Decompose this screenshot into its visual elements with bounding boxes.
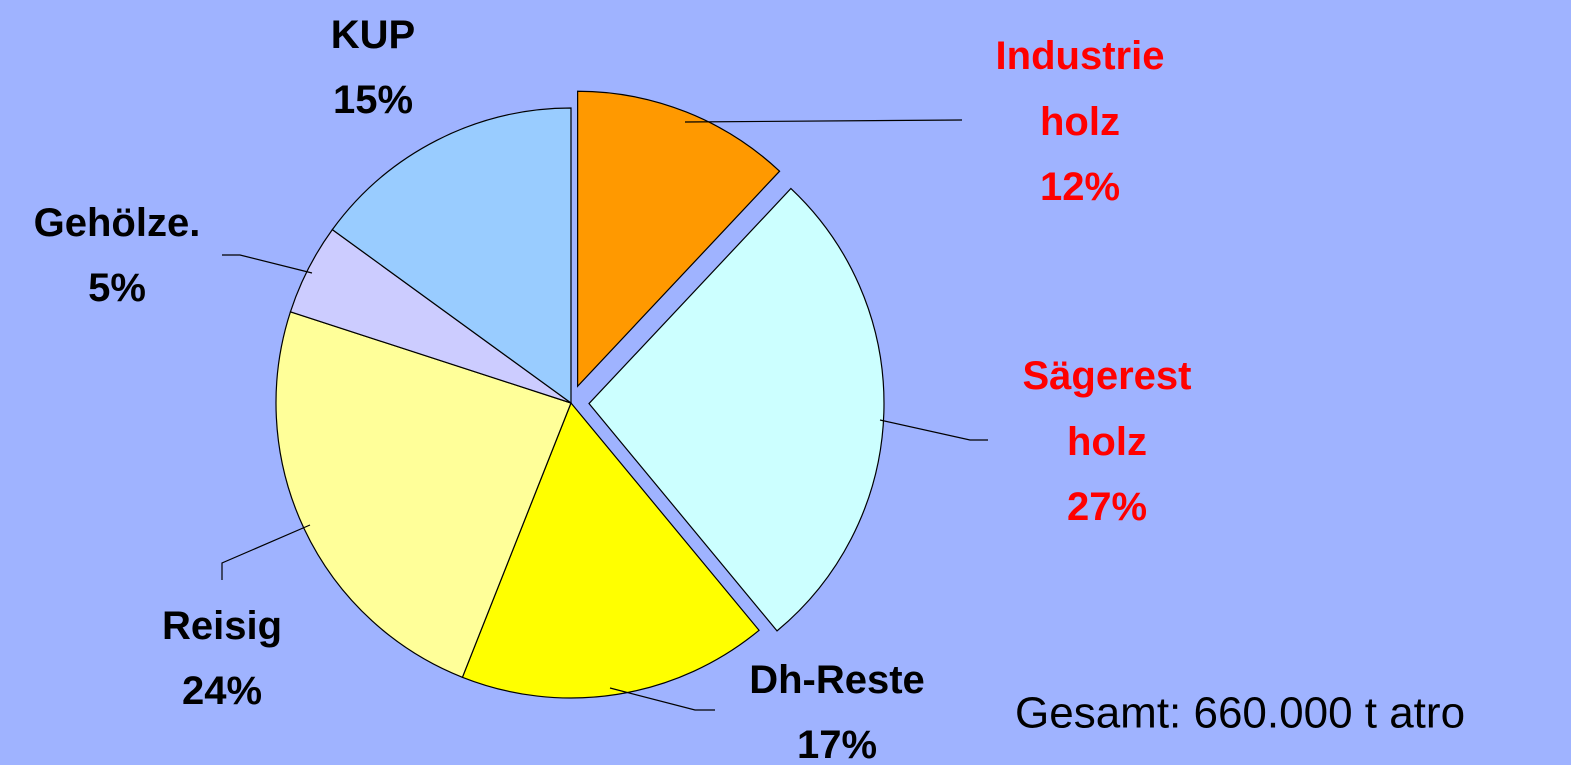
pie-slice: [577, 90, 781, 388]
slice-label: Dh-Reste 17%: [749, 658, 925, 765]
category-label: Dh-Reste: [749, 658, 925, 702]
value-label: 17%: [797, 723, 877, 765]
value-label: 12%: [1040, 165, 1120, 209]
pie-slice: [461, 401, 760, 699]
leader-line: [684, 119, 963, 123]
value-label: 15%: [333, 78, 413, 122]
slice-label: Industrie holz 12%: [996, 34, 1165, 209]
slice-label: KUP 15%: [331, 13, 415, 122]
pie-slice: [331, 107, 572, 405]
slice-label: Sägerest holz 27%: [1023, 354, 1192, 529]
value-label: 27%: [1067, 485, 1147, 529]
leader-line: [879, 419, 988, 441]
category-label: Industrie holz: [996, 34, 1165, 144]
value-label: 24%: [182, 669, 262, 713]
category-label: Reisig: [162, 604, 282, 648]
category-label: Gehölze.: [34, 201, 201, 245]
annotation: Gesamt: 660.000 t atro: [1015, 689, 1465, 738]
slice-label: Reisig 24%: [162, 604, 282, 713]
slice-label: Gehölze. 5%: [34, 201, 201, 310]
category-label: KUP: [331, 13, 415, 57]
value-label: 5%: [88, 266, 146, 310]
pie-slice: [275, 311, 572, 679]
leader-line: [222, 254, 313, 274]
category-label: Sägerest holz: [1023, 354, 1192, 464]
pie-slice: [588, 187, 885, 632]
leader-line: [609, 687, 715, 711]
leader-line: [221, 524, 311, 580]
